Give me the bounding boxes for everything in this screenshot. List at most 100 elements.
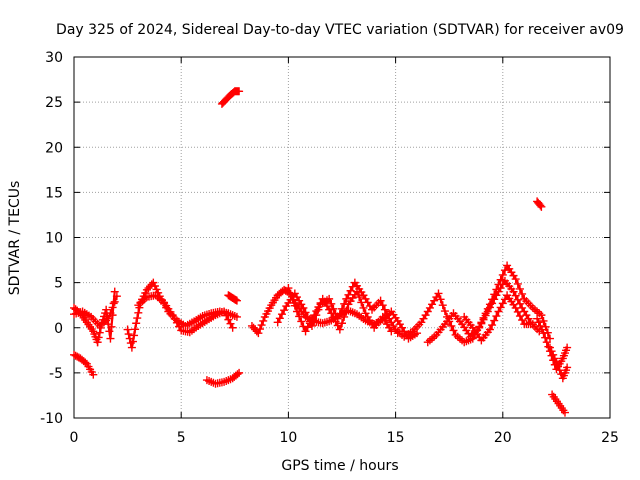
series-track-g bbox=[70, 350, 98, 379]
data-point-marker bbox=[275, 314, 284, 323]
data-point-marker bbox=[500, 266, 509, 275]
data-point-marker bbox=[130, 331, 139, 340]
data-point-marker bbox=[513, 279, 522, 288]
data-point-marker bbox=[102, 305, 111, 314]
data-point-marker bbox=[449, 326, 458, 335]
series-track-r bbox=[545, 343, 572, 383]
data-point-marker bbox=[547, 347, 556, 356]
data-point-marker bbox=[490, 316, 499, 325]
data-point-marker bbox=[552, 358, 561, 367]
data-point-marker bbox=[518, 289, 527, 298]
data-point-marker bbox=[327, 299, 336, 308]
data-point-marker bbox=[284, 284, 293, 293]
series-track-l bbox=[284, 284, 396, 336]
data-point-marker bbox=[539, 329, 548, 338]
data-point-marker bbox=[124, 330, 133, 339]
data-point-marker bbox=[550, 354, 559, 363]
x-tick-label: 0 bbox=[70, 430, 79, 446]
data-point-marker bbox=[353, 287, 362, 296]
data-point-marker bbox=[346, 286, 355, 295]
data-point-marker bbox=[222, 311, 231, 320]
data-point-marker bbox=[301, 308, 310, 317]
data-point-marker bbox=[563, 343, 572, 352]
data-point-marker bbox=[528, 320, 537, 329]
data-point-marker bbox=[537, 311, 546, 320]
data-point-marker bbox=[481, 311, 490, 320]
data-point-marker bbox=[152, 285, 161, 294]
data-point-marker bbox=[108, 303, 117, 312]
series-track-f bbox=[224, 291, 241, 305]
data-point-marker bbox=[485, 303, 494, 312]
data-point-marker bbox=[329, 304, 338, 313]
data-point-marker bbox=[494, 307, 503, 316]
data-point-marker bbox=[232, 296, 241, 305]
data-point-marker bbox=[123, 325, 132, 334]
data-point-marker bbox=[105, 327, 114, 336]
y-tick-label: 25 bbox=[45, 95, 63, 111]
data-point-marker bbox=[299, 303, 308, 312]
data-point-marker bbox=[299, 322, 308, 331]
data-point-marker bbox=[128, 337, 137, 346]
data-point-marker bbox=[511, 303, 520, 312]
data-point-marker bbox=[518, 316, 527, 325]
data-point-marker bbox=[537, 325, 546, 334]
series-track-i bbox=[217, 87, 244, 108]
y-tick-label: 10 bbox=[45, 231, 63, 247]
data-point-marker bbox=[534, 318, 543, 327]
data-point-marker bbox=[104, 314, 113, 323]
data-point-marker bbox=[536, 201, 545, 210]
data-point-marker bbox=[545, 343, 554, 352]
data-point-marker bbox=[235, 87, 244, 96]
grid bbox=[74, 57, 610, 418]
data-point-marker bbox=[342, 294, 351, 303]
chart-title: Day 325 of 2024, Sidereal Day-to-day VTE… bbox=[56, 22, 624, 38]
data-point-marker bbox=[335, 309, 344, 318]
data-point-marker bbox=[286, 289, 295, 298]
series-track-a bbox=[70, 303, 102, 347]
data-point-marker bbox=[376, 296, 385, 305]
data-point-marker bbox=[110, 297, 119, 306]
data-point-marker bbox=[228, 323, 237, 332]
data-point-marker bbox=[498, 270, 507, 279]
data-point-marker bbox=[378, 301, 387, 310]
data-point-marker bbox=[338, 304, 346, 313]
data-point-marker bbox=[342, 306, 351, 315]
data-point-marker bbox=[515, 312, 524, 321]
data-point-marker bbox=[560, 408, 569, 417]
data-point-marker bbox=[106, 309, 115, 318]
data-point-marker bbox=[539, 316, 548, 325]
data-point-marker bbox=[380, 305, 389, 314]
data-point-marker bbox=[303, 323, 312, 332]
data-point-marker bbox=[434, 289, 443, 298]
data-point-marker bbox=[132, 319, 141, 328]
data-point-marker bbox=[436, 295, 445, 304]
data-point-marker bbox=[277, 310, 286, 319]
data-point-marker bbox=[488, 299, 497, 308]
data-point-marker bbox=[257, 321, 266, 330]
series-track-q bbox=[533, 314, 572, 374]
x-axis-label: GPS time / hours bbox=[281, 458, 398, 474]
data-point-marker bbox=[259, 316, 268, 325]
data-point-marker bbox=[357, 298, 366, 307]
data-series bbox=[70, 87, 572, 417]
data-point-marker bbox=[515, 299, 524, 308]
data-point-marker bbox=[563, 363, 572, 372]
data-point-marker bbox=[301, 327, 310, 336]
data-point-marker bbox=[515, 284, 524, 293]
data-point-marker bbox=[107, 322, 116, 331]
x-tick-label: 15 bbox=[387, 430, 405, 446]
data-point-marker bbox=[280, 306, 289, 315]
data-point-marker bbox=[511, 291, 520, 300]
data-point-marker bbox=[305, 319, 314, 328]
data-point-marker bbox=[314, 302, 323, 311]
data-point-marker bbox=[235, 368, 244, 377]
data-point-marker bbox=[310, 311, 319, 320]
data-point-marker bbox=[331, 317, 340, 326]
data-point-marker bbox=[355, 293, 364, 302]
data-point-marker bbox=[292, 307, 301, 316]
data-point-marker bbox=[544, 342, 553, 351]
data-point-marker bbox=[348, 282, 357, 291]
x-tick-label: 10 bbox=[279, 430, 297, 446]
y-tick-label: -10 bbox=[40, 411, 63, 427]
data-point-marker bbox=[220, 307, 229, 316]
